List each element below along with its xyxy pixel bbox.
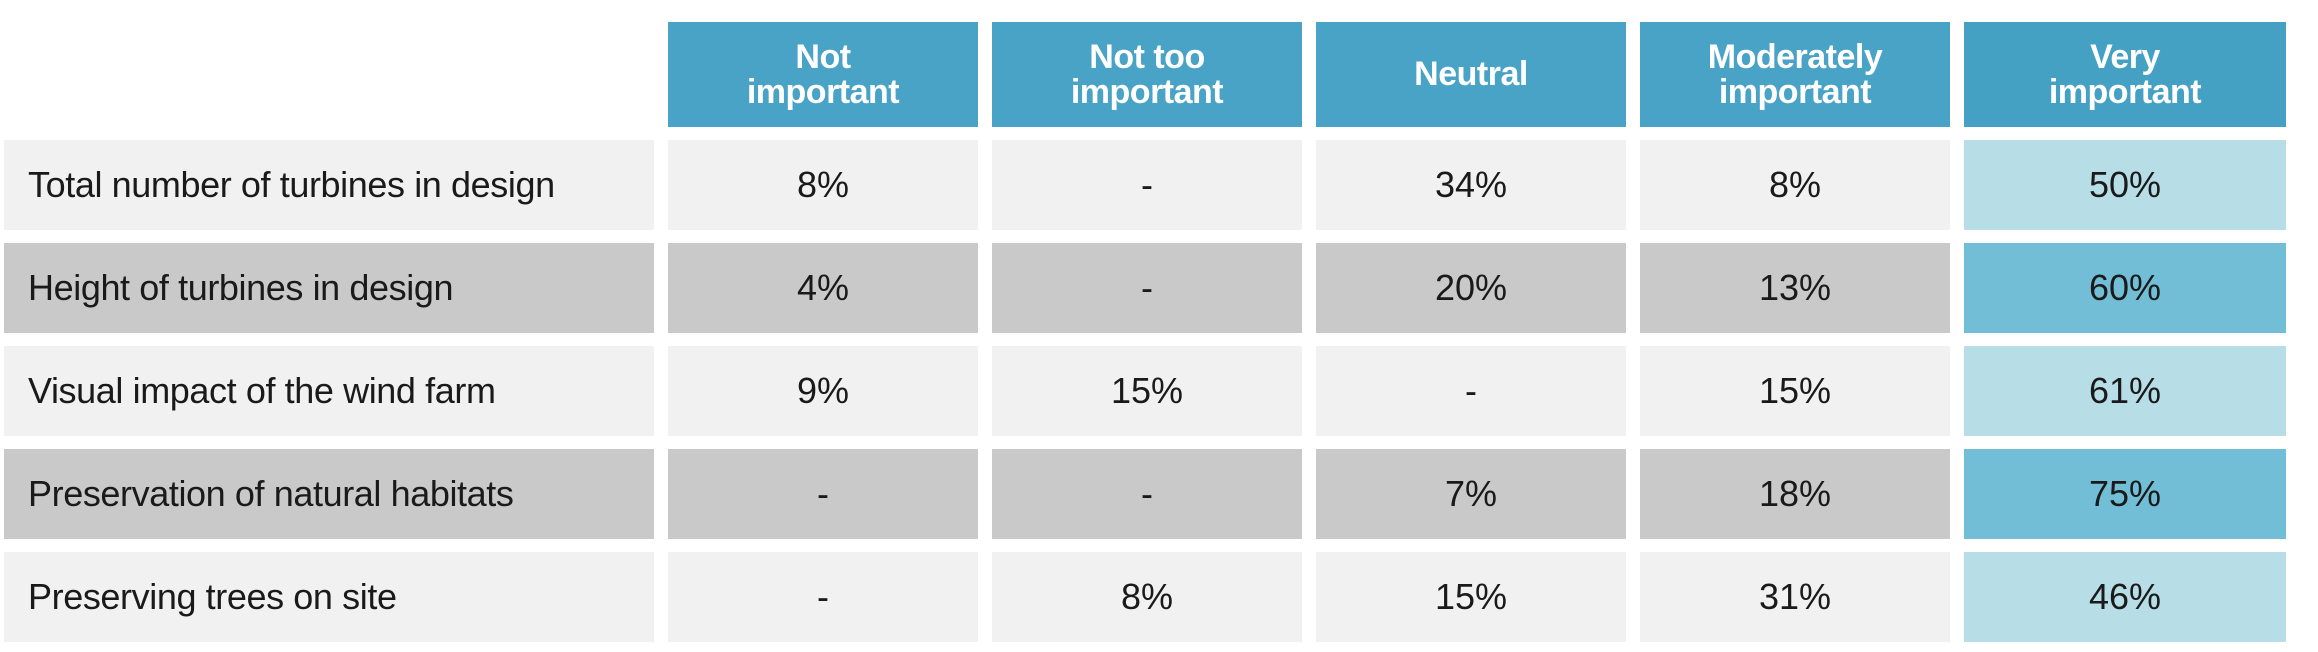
column-header-moderately-important: Moderately important [1640, 22, 1950, 127]
table-cell: 8% [1640, 140, 1950, 230]
table-cell: - [668, 552, 978, 642]
table-cell: 31% [1640, 552, 1950, 642]
table-cell: 13% [1640, 243, 1950, 333]
table-cell: 15% [992, 346, 1302, 436]
row-label: Preservation of natural habitats [4, 449, 654, 539]
table-cell: - [1316, 346, 1626, 436]
row-label: Visual impact of the wind farm [4, 346, 654, 436]
table-cell-very-important: 61% [1964, 346, 2286, 436]
table-cell: 8% [992, 552, 1302, 642]
table-cell: 15% [1316, 552, 1626, 642]
table-cell-very-important: 75% [1964, 449, 2286, 539]
table-corner [4, 22, 654, 127]
table-cell: - [992, 449, 1302, 539]
table-cell: 7% [1316, 449, 1626, 539]
table-cell: 9% [668, 346, 978, 436]
row-label: Total number of turbines in design [4, 140, 654, 230]
column-header-very-important: Very important [1964, 22, 2286, 127]
column-header-not-too-important: Not too important [992, 22, 1302, 127]
table-cell: 8% [668, 140, 978, 230]
table-cell-very-important: 60% [1964, 243, 2286, 333]
row-label: Height of turbines in design [4, 243, 654, 333]
table-cell-very-important: 46% [1964, 552, 2286, 642]
table-cell: 4% [668, 243, 978, 333]
column-header-neutral: Neutral [1316, 22, 1626, 127]
table-cell: - [668, 449, 978, 539]
table-cell-very-important: 50% [1964, 140, 2286, 230]
column-header-not-important: Not important [668, 22, 978, 127]
row-label: Preserving trees on site [4, 552, 654, 642]
table-cell: 34% [1316, 140, 1626, 230]
table-cell: 15% [1640, 346, 1950, 436]
table-cell: - [992, 243, 1302, 333]
table-cell: 20% [1316, 243, 1626, 333]
table-cell: 18% [1640, 449, 1950, 539]
table-cell: - [992, 140, 1302, 230]
